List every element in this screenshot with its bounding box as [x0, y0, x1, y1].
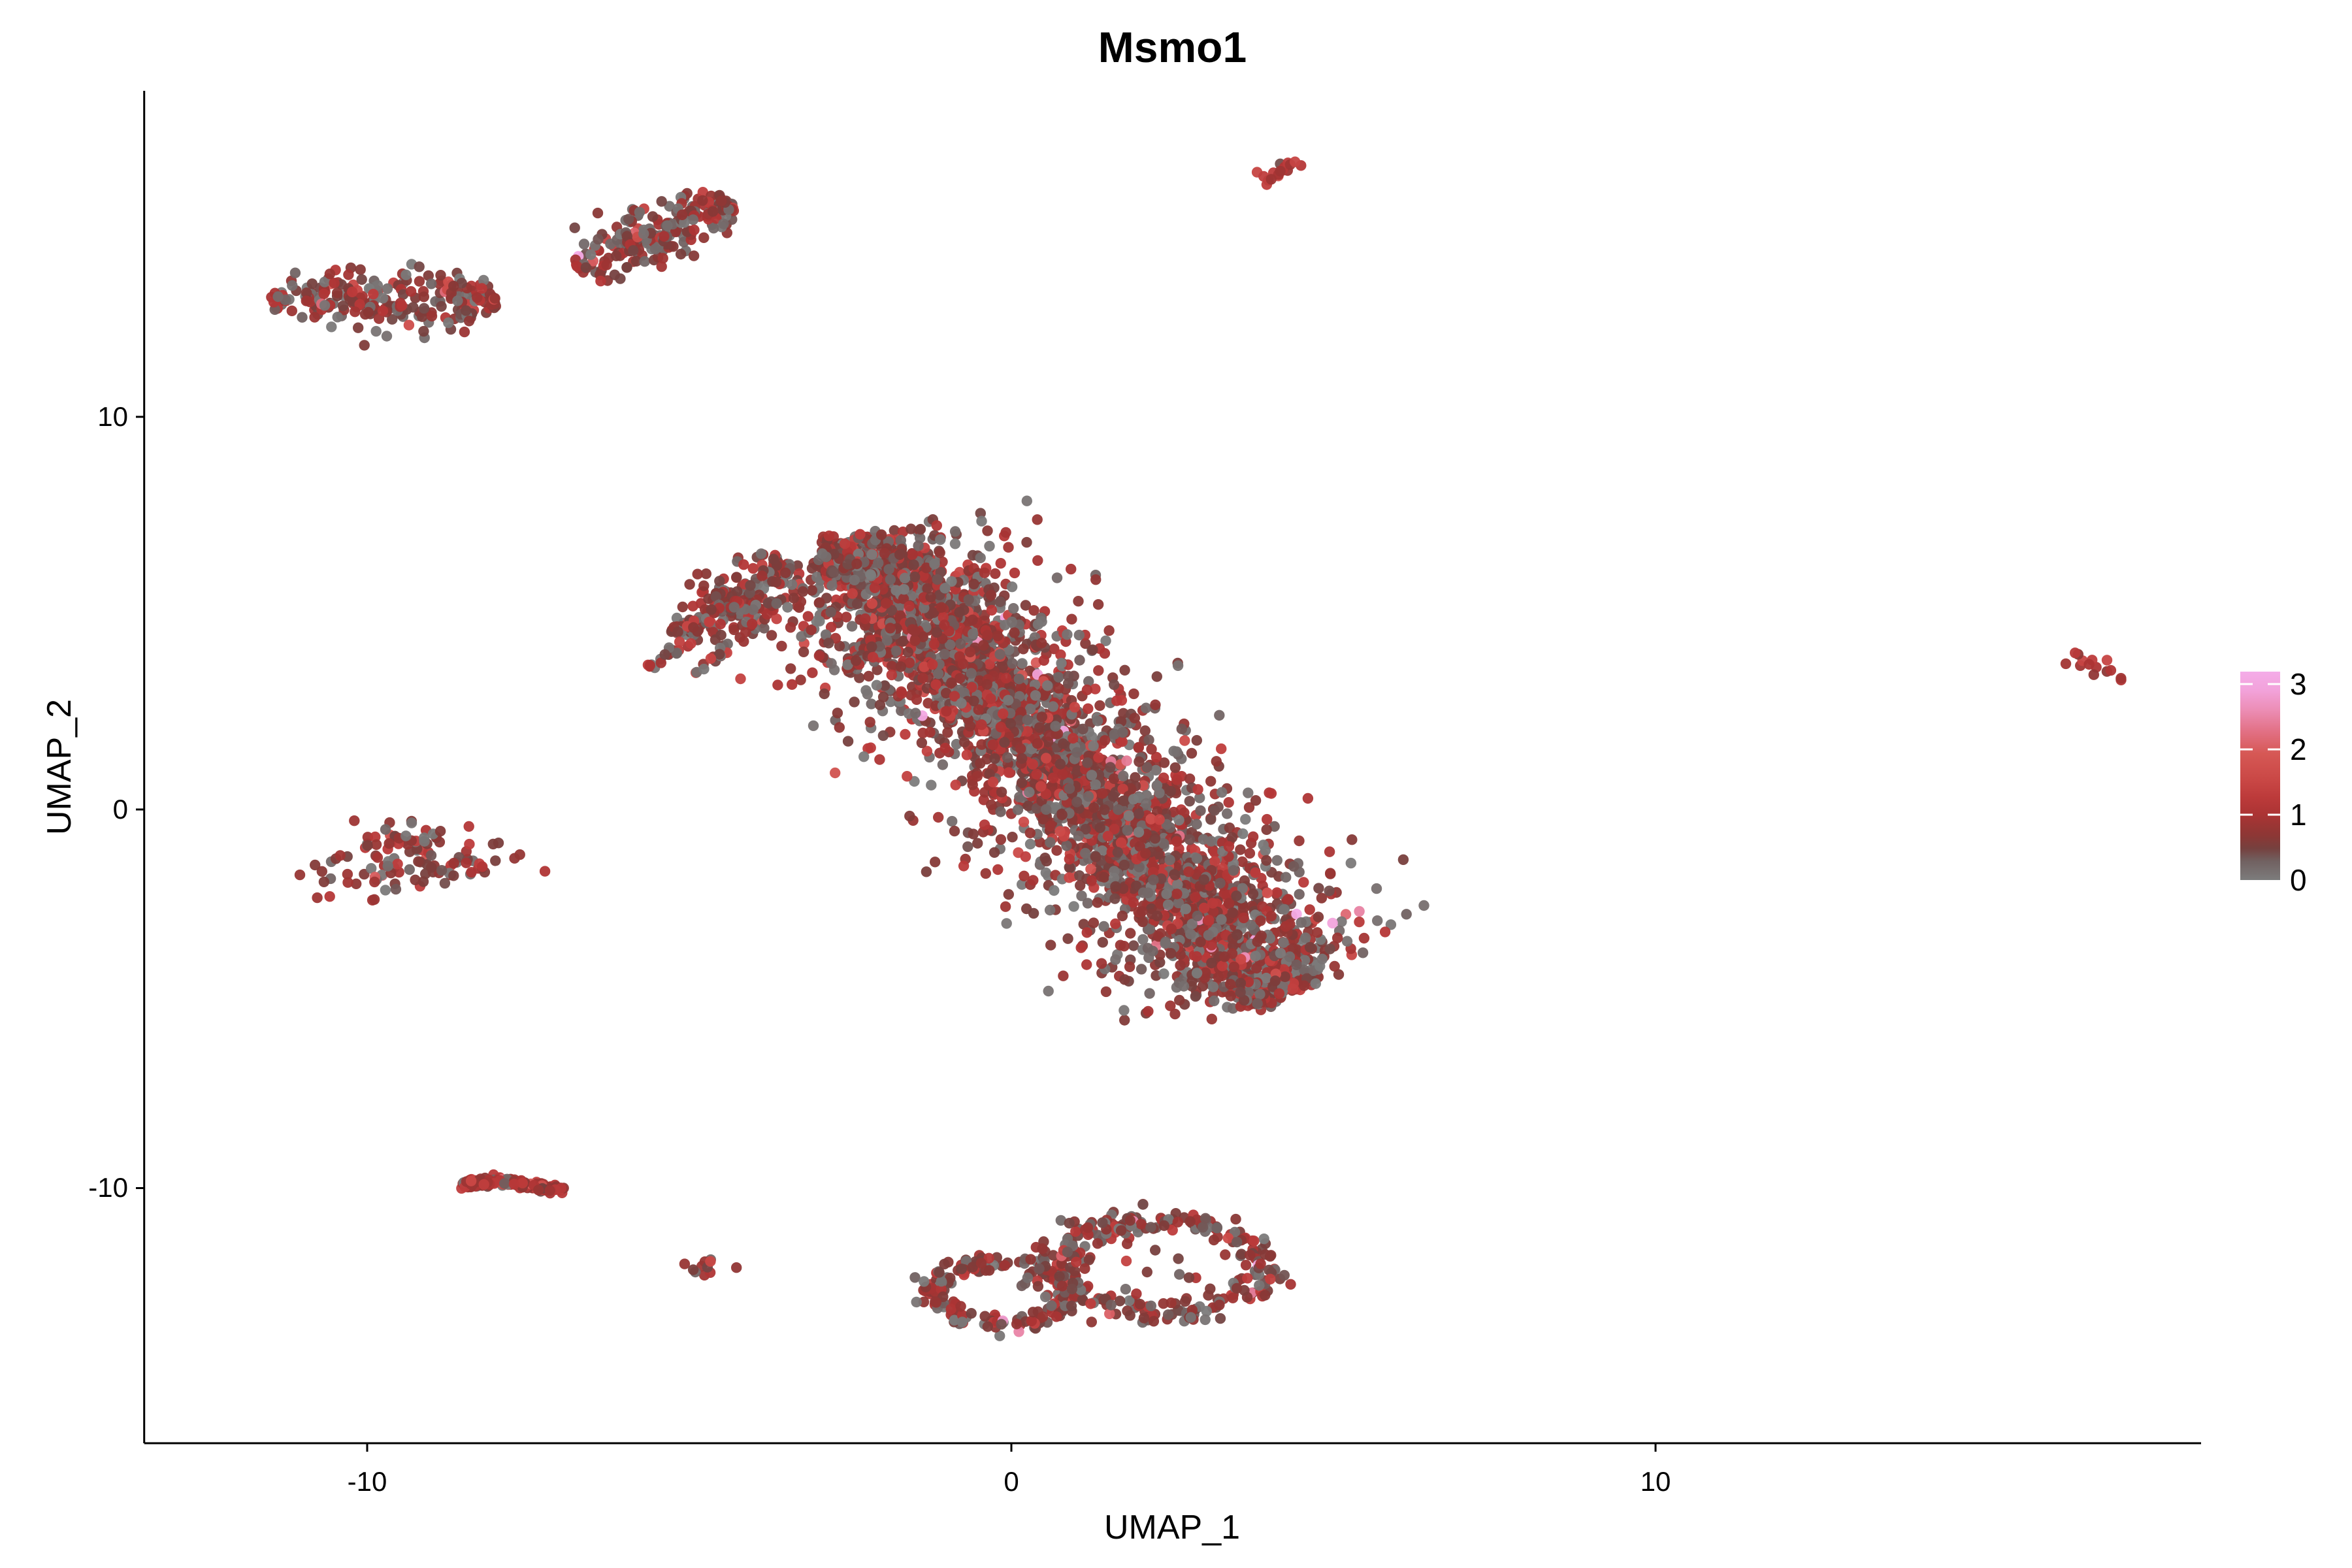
svg-text:UMAP_1: UMAP_1	[1104, 1509, 1240, 1546]
svg-text:0: 0	[2290, 863, 2307, 897]
svg-text:UMAP_2: UMAP_2	[41, 699, 78, 835]
svg-text:1: 1	[2290, 798, 2307, 832]
svg-text:-10: -10	[88, 1172, 128, 1203]
svg-text:-10: -10	[348, 1466, 387, 1497]
svg-text:3: 3	[2290, 667, 2307, 701]
svg-text:2: 2	[2290, 732, 2307, 766]
svg-text:10: 10	[1641, 1466, 1671, 1497]
svg-text:0: 0	[113, 794, 128, 825]
svg-text:10: 10	[97, 401, 128, 432]
svg-text:0: 0	[1004, 1466, 1019, 1497]
